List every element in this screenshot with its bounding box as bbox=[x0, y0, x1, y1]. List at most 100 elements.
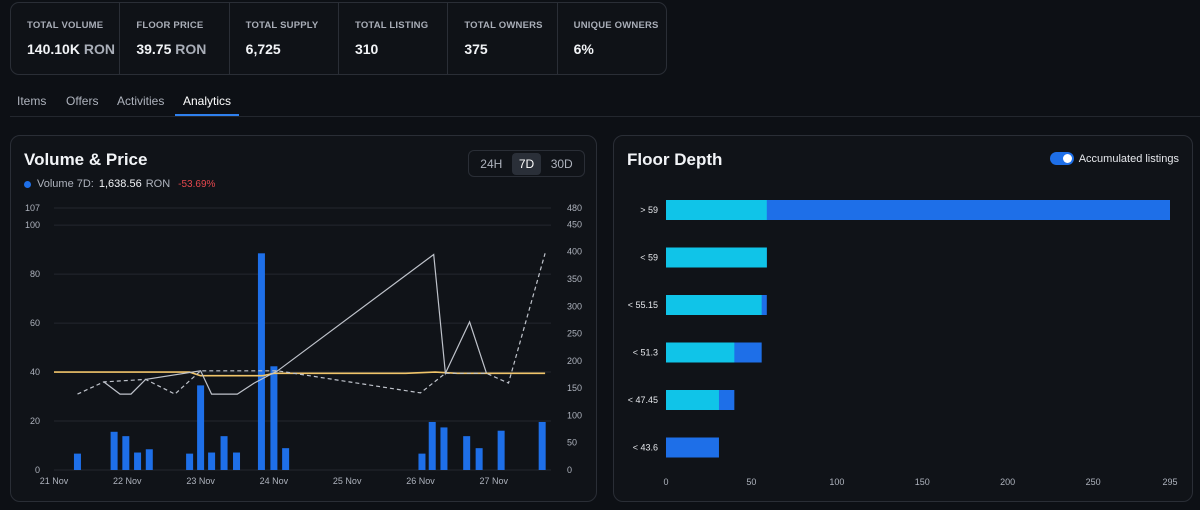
x-tick-label: 26 Nov bbox=[406, 476, 435, 486]
x-tick-label: 100 bbox=[829, 477, 844, 487]
tab-analytics[interactable]: Analytics bbox=[183, 94, 232, 108]
x-tick-label: 295 bbox=[1162, 477, 1177, 487]
y-right-tick-label: 50 bbox=[567, 438, 577, 448]
volume-bar bbox=[282, 448, 290, 470]
y-right-tick-label: 480 bbox=[567, 203, 582, 213]
depth-category-label: < 55.15 bbox=[628, 300, 658, 310]
toggle-knob bbox=[1062, 154, 1072, 163]
stat-total-owners: TOTAL OWNERS 375 bbox=[448, 3, 558, 74]
stats-panel: TOTAL VOLUME 140.10K RON FLOOR PRICE 39.… bbox=[10, 2, 667, 75]
x-tick-label: 25 Nov bbox=[333, 476, 362, 486]
y-left-tick-label: 80 bbox=[30, 269, 40, 279]
y-left-tick-label: 107 bbox=[25, 203, 40, 213]
volume-bar bbox=[197, 385, 205, 470]
active-tab-indicator bbox=[175, 114, 239, 116]
floor-depth-chart: > 59 < 59 < 55.15 < 51.3 < 47.45 < 43.6 0 50 100… bbox=[628, 200, 1178, 487]
accumulated-listings-toggle[interactable] bbox=[1049, 152, 1074, 165]
depth-listing-bar bbox=[666, 200, 767, 220]
volume-bar bbox=[270, 366, 278, 470]
volume-bar bbox=[497, 430, 505, 470]
stat-total-supply: TOTAL SUPPLY 6,725 bbox=[230, 3, 339, 74]
y-right-tick-label: 350 bbox=[567, 274, 582, 284]
x-tick-label: 250 bbox=[1086, 477, 1101, 487]
volume-bar bbox=[73, 453, 81, 470]
y-left-tick-label: 0 bbox=[35, 465, 40, 475]
volume-bar bbox=[440, 427, 448, 470]
depth-listing-bar bbox=[666, 295, 762, 315]
range-7d-button[interactable]: 7D bbox=[511, 152, 542, 175]
x-tick-label: 23 Nov bbox=[186, 476, 215, 486]
y-left-tick-label: 40 bbox=[30, 367, 40, 377]
stat-unique-owners: UNIQUE OWNERS 6% bbox=[558, 3, 666, 74]
y-right-tick-label: 300 bbox=[567, 301, 582, 311]
y-right-tick-label: 100 bbox=[567, 410, 582, 420]
volume-bar bbox=[538, 421, 546, 470]
x-tick-label: 0 bbox=[663, 477, 668, 487]
x-tick-label: 150 bbox=[915, 477, 930, 487]
stat-value: 140.10K RON bbox=[27, 41, 115, 57]
stat-value: 6% bbox=[573, 41, 594, 57]
stat-value: 310 bbox=[354, 41, 379, 57]
avg-price-dashed-line bbox=[77, 253, 546, 395]
volume-legend-value: 1,638.56 bbox=[98, 178, 142, 190]
volume-bar bbox=[110, 431, 118, 470]
stat-label: TOTAL OWNERS bbox=[464, 20, 543, 31]
depth-accumulated-bar bbox=[666, 200, 1170, 220]
volume-bar bbox=[122, 436, 130, 470]
volume-bar bbox=[463, 436, 471, 470]
stat-floor-price: FLOOR PRICE 39.75 RON bbox=[120, 3, 230, 74]
accumulated-listings-label: Accumulated listings bbox=[1078, 152, 1179, 165]
tab-offers[interactable]: Offers bbox=[66, 94, 99, 108]
volume-legend-unit: RON bbox=[145, 178, 171, 190]
tab-bar: Items Offers Activities Analytics bbox=[10, 86, 1200, 117]
volume-legend-label: Volume 7D: bbox=[37, 178, 94, 190]
volume-bar bbox=[418, 453, 426, 470]
stat-value: 6,725 bbox=[245, 41, 281, 57]
avg-price-line bbox=[103, 253, 488, 395]
stat-value: 39.75 RON bbox=[136, 41, 207, 57]
stat-label: TOTAL SUPPLY bbox=[245, 20, 319, 31]
y-right-tick-label: 250 bbox=[567, 329, 582, 339]
y-right-tick-label: 0 bbox=[567, 465, 572, 475]
x-tick-label: 21 Nov bbox=[40, 476, 69, 486]
y-left-tick-label: 20 bbox=[30, 416, 40, 426]
y-right-tick-label: 200 bbox=[567, 356, 582, 366]
y-left-tick-label: 60 bbox=[30, 318, 40, 328]
depth-accumulated-bar bbox=[666, 437, 719, 458]
y-right-tick-label: 150 bbox=[567, 383, 582, 393]
volume-bar bbox=[233, 452, 241, 470]
depth-listing-bar bbox=[666, 247, 767, 268]
volume-price-card: Volume & Price 24H 7D 30D Volume 7D: 1,6… bbox=[10, 135, 597, 502]
depth-category-label: < 43.6 bbox=[633, 443, 658, 453]
x-tick-label: 22 Nov bbox=[113, 476, 142, 486]
volume-legend-change: -53.69% bbox=[178, 178, 216, 190]
volume-bar bbox=[475, 448, 483, 470]
volume-price-title: Volume & Price bbox=[24, 150, 148, 169]
floor-price-line bbox=[54, 371, 546, 377]
y-right-tick-label: 400 bbox=[567, 247, 582, 257]
volume-price-chart: 0 20 40 60 80 100 107 0 50 100 150 200 250 300 350 400 4… bbox=[25, 203, 582, 486]
depth-category-label: < 51.3 bbox=[633, 348, 658, 358]
y-left-tick-label: 100 bbox=[25, 220, 40, 230]
volume-legend: Volume 7D: 1,638.56 RON -53.69% bbox=[24, 178, 215, 190]
volume-bar bbox=[145, 449, 153, 470]
x-tick-label: 27 Nov bbox=[480, 476, 509, 486]
volume-legend-dot-icon bbox=[24, 180, 31, 188]
time-range-selector: 24H 7D 30D bbox=[468, 150, 585, 177]
floor-depth-card: Floor Depth Accumulated listings > 59 < 5… bbox=[613, 135, 1193, 502]
volume-bar bbox=[134, 452, 142, 470]
stat-value: 375 bbox=[464, 41, 488, 57]
x-tick-label: 24 Nov bbox=[260, 476, 289, 486]
stat-label: TOTAL VOLUME bbox=[27, 20, 104, 31]
volume-bar bbox=[220, 436, 228, 470]
volume-bar bbox=[428, 421, 436, 470]
stat-label: TOTAL LISTING bbox=[354, 20, 429, 31]
tab-items[interactable]: Items bbox=[17, 94, 47, 108]
range-24h-button[interactable]: 24H bbox=[480, 156, 503, 171]
stat-total-listing: TOTAL LISTING 310 bbox=[339, 3, 449, 74]
tab-activities[interactable]: Activities bbox=[117, 94, 165, 108]
x-tick-label: 200 bbox=[1000, 477, 1015, 487]
range-30d-button[interactable]: 30D bbox=[550, 156, 573, 171]
stat-label: UNIQUE OWNERS bbox=[573, 20, 659, 31]
stat-total-volume: TOTAL VOLUME 140.10K RON bbox=[11, 3, 121, 74]
